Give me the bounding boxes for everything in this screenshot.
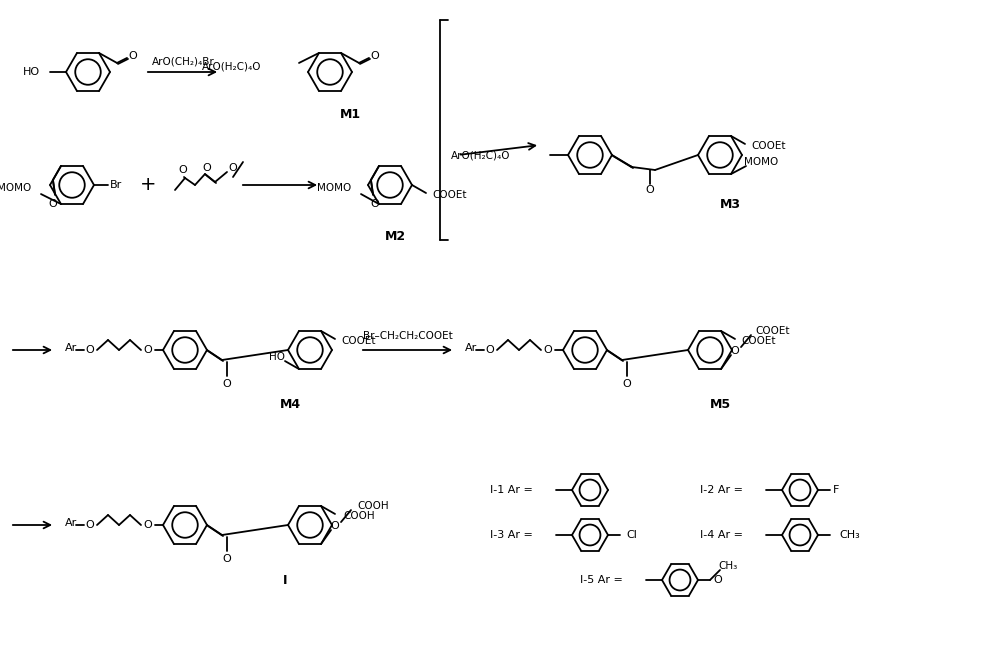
Text: O: O xyxy=(144,345,152,355)
Text: COOH: COOH xyxy=(343,511,375,521)
Text: O: O xyxy=(86,345,94,355)
Text: ArO(CH₂)₄Br: ArO(CH₂)₄Br xyxy=(152,57,214,67)
Text: O: O xyxy=(223,554,231,564)
Text: MOMO: MOMO xyxy=(0,183,31,193)
Text: O: O xyxy=(731,346,739,356)
Text: COOEt: COOEt xyxy=(752,141,786,151)
Text: Cl: Cl xyxy=(626,530,637,540)
Text: I-4 Ar =: I-4 Ar = xyxy=(700,530,743,540)
Text: I-1 Ar =: I-1 Ar = xyxy=(490,485,533,495)
Text: COOEt: COOEt xyxy=(742,336,776,346)
Text: O: O xyxy=(713,575,722,585)
Text: O: O xyxy=(331,521,339,531)
Text: O: O xyxy=(86,520,94,530)
Text: COOH: COOH xyxy=(357,501,389,511)
Text: O: O xyxy=(544,345,552,355)
Text: M5: M5 xyxy=(709,398,731,412)
Text: O: O xyxy=(229,163,237,173)
Text: MOMO: MOMO xyxy=(317,183,351,193)
Text: I-5 Ar =: I-5 Ar = xyxy=(580,575,623,585)
Text: O: O xyxy=(203,163,211,173)
Text: Br: Br xyxy=(110,180,122,190)
Text: CH₃: CH₃ xyxy=(839,530,860,540)
Text: F: F xyxy=(833,485,839,495)
Text: O: O xyxy=(646,185,654,195)
Text: ArO(H₂C)₄O: ArO(H₂C)₄O xyxy=(450,150,510,160)
Text: COOEt: COOEt xyxy=(433,190,467,200)
Text: O: O xyxy=(179,165,187,175)
Text: HO: HO xyxy=(269,352,285,362)
Text: M2: M2 xyxy=(384,231,406,243)
Text: HO: HO xyxy=(23,67,40,77)
Text: MOMO: MOMO xyxy=(744,157,778,167)
Text: O: O xyxy=(623,379,631,389)
Text: M4: M4 xyxy=(279,398,301,412)
Text: I-3 Ar =: I-3 Ar = xyxy=(490,530,533,540)
Text: ArO(H₂C)₄O: ArO(H₂C)₄O xyxy=(202,62,261,72)
Text: COOEt: COOEt xyxy=(756,326,790,336)
Text: +: + xyxy=(140,176,156,194)
Text: Ar: Ar xyxy=(65,518,77,528)
Text: I: I xyxy=(283,573,287,587)
Text: M1: M1 xyxy=(339,107,361,121)
Text: O: O xyxy=(371,51,379,61)
Text: CH₃: CH₃ xyxy=(718,561,738,571)
Text: O: O xyxy=(223,379,231,389)
Text: M3: M3 xyxy=(720,198,740,211)
Text: O: O xyxy=(371,199,379,209)
Text: Ar: Ar xyxy=(65,343,77,353)
Text: O: O xyxy=(144,520,152,530)
Text: O: O xyxy=(49,199,57,209)
Text: Br–CH₂CH₂COOEt: Br–CH₂CH₂COOEt xyxy=(363,331,453,341)
Text: COOEt: COOEt xyxy=(342,336,376,346)
Text: O: O xyxy=(129,51,137,61)
Text: O: O xyxy=(486,345,494,355)
Text: I-2 Ar =: I-2 Ar = xyxy=(700,485,743,495)
Text: Ar: Ar xyxy=(465,343,477,353)
